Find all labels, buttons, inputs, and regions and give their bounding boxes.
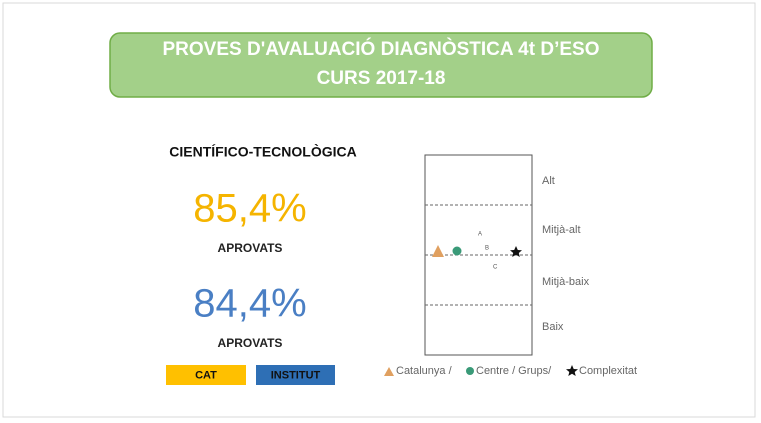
legend-label: Catalunya / xyxy=(396,365,453,377)
legend-swatch xyxy=(166,365,246,385)
legend-label: Complexitat xyxy=(579,365,637,377)
legend-label: INSTITUT xyxy=(271,369,321,381)
group-label: C xyxy=(493,265,498,271)
legend-label: CAT xyxy=(195,369,217,381)
subject: CIENTÍFICO-TECNOLÒGICA xyxy=(169,143,356,160)
catalunya-marker xyxy=(432,245,444,257)
result-label: APROVATS xyxy=(218,336,283,350)
title: PROVES D'AVALUACIÓ DIAGNÒSTICA 4t D’ESO xyxy=(163,38,600,60)
level-label: Alt xyxy=(542,175,555,187)
legend-icon xyxy=(384,367,394,376)
subtitle: CURS 2017-18 xyxy=(317,68,446,89)
level-label: Baix xyxy=(542,321,564,333)
level-label: Mitjà-baix xyxy=(542,276,590,288)
result-label: APROVATS xyxy=(218,241,283,255)
result-value: 85,4% xyxy=(193,187,306,231)
legend-label: Centre / Grups/ xyxy=(476,365,552,377)
group-label: B xyxy=(485,246,489,252)
complexity-marker xyxy=(510,246,522,257)
legend-icon xyxy=(466,367,474,375)
title-box xyxy=(109,32,653,98)
centre-marker xyxy=(452,246,462,256)
level-label: Mitjà-alt xyxy=(542,224,581,236)
group-label: A xyxy=(478,232,482,238)
legend-icon xyxy=(566,365,578,376)
legend-swatch xyxy=(256,365,335,385)
result-value: 84,4% xyxy=(193,282,306,326)
